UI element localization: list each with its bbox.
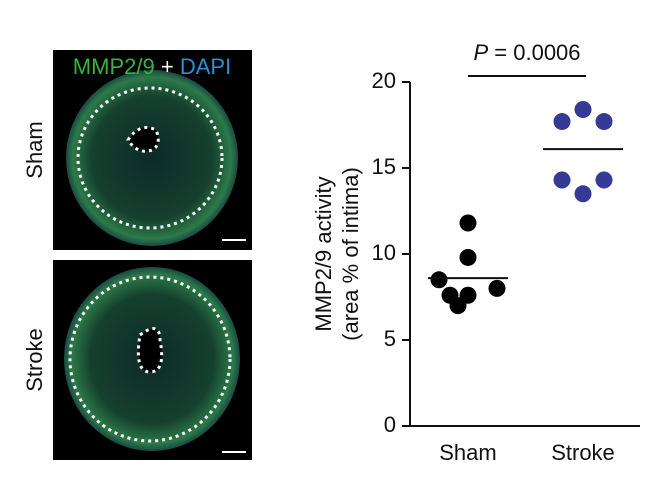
y-tick-label: 15 <box>372 154 396 179</box>
micrograph-stroke <box>53 260 252 460</box>
data-point <box>459 214 477 232</box>
data-point <box>595 113 613 131</box>
data-point <box>449 297 467 315</box>
data-point <box>574 101 592 119</box>
y-tick-label: 5 <box>384 326 396 351</box>
y-tick-label: 10 <box>372 240 396 265</box>
data-point <box>553 171 571 189</box>
y-tick-label: 20 <box>372 68 396 93</box>
data-point <box>488 279 506 297</box>
data-point <box>553 113 571 131</box>
x-tick-label: Stroke <box>551 440 615 465</box>
p-text: = 0.0006 <box>494 40 580 65</box>
stain1: MMP2/9 <box>73 54 155 79</box>
data-point <box>595 171 613 189</box>
data-point <box>574 185 592 203</box>
data-point <box>459 248 477 266</box>
stain2: DAPI <box>180 54 231 79</box>
p-value: P = 0.0006 <box>473 40 580 65</box>
y-axis-label: (area % of intima) <box>338 167 363 341</box>
x-tick-label: Sham <box>439 440 496 465</box>
row-label: Stroke <box>22 328 47 392</box>
micrograph-sham <box>53 50 252 250</box>
joiner: + <box>161 54 174 79</box>
y-tick-label: 0 <box>384 412 396 437</box>
y-axis-label: MMP2/9 activity <box>311 176 336 331</box>
p-symbol: P <box>473 40 488 65</box>
row-label: Sham <box>22 121 47 178</box>
stain-label: MMP2/9 + DAPI <box>73 54 231 79</box>
data-point <box>430 271 448 289</box>
